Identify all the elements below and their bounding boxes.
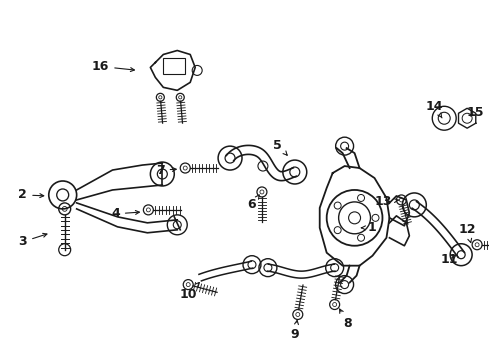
Text: 16: 16 [92, 60, 134, 73]
Text: 7: 7 [156, 163, 176, 176]
Text: 11: 11 [441, 253, 458, 266]
Text: 14: 14 [425, 100, 443, 118]
Text: 6: 6 [247, 195, 259, 211]
Text: 2: 2 [19, 188, 44, 202]
Circle shape [348, 212, 361, 224]
Circle shape [334, 227, 341, 234]
Text: 5: 5 [273, 139, 287, 155]
Circle shape [358, 194, 365, 202]
Text: 8: 8 [340, 309, 352, 330]
Text: 1: 1 [361, 221, 376, 234]
Bar [163, 58, 185, 75]
Text: 9: 9 [291, 320, 299, 341]
Text: 10: 10 [179, 283, 199, 301]
Text: 15: 15 [466, 106, 484, 119]
Text: 3: 3 [19, 233, 47, 248]
Circle shape [334, 202, 341, 209]
Text: 4: 4 [111, 207, 139, 220]
Circle shape [358, 234, 365, 241]
Circle shape [372, 214, 379, 221]
Text: 12: 12 [458, 223, 476, 243]
Text: 13: 13 [375, 195, 398, 208]
